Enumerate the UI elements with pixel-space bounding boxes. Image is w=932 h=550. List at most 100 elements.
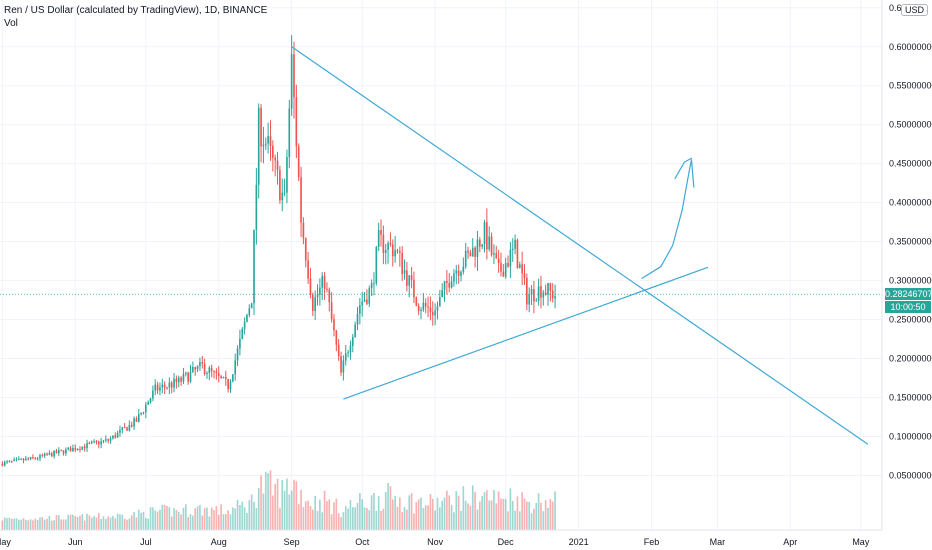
candle-body — [192, 366, 194, 372]
candle-body — [123, 427, 126, 429]
candle-body — [25, 458, 27, 461]
volume-bar — [192, 515, 194, 530]
candle-body — [39, 455, 41, 459]
candle-body — [215, 371, 218, 374]
candle-body — [156, 384, 159, 391]
candle-body — [288, 108, 291, 158]
candle-body — [57, 450, 60, 454]
candle-body — [3, 461, 6, 466]
volume-bar — [549, 498, 552, 530]
candle-body — [8, 460, 11, 462]
candle-body — [246, 314, 248, 322]
candle-body — [27, 458, 30, 460]
candle-body — [486, 222, 488, 250]
candle-body — [283, 192, 286, 194]
candle-body — [243, 321, 246, 329]
volume-bar — [269, 470, 272, 530]
candle-body — [337, 344, 340, 357]
candle-body — [328, 289, 331, 303]
volume-bar — [22, 518, 25, 530]
candle-body — [109, 438, 112, 441]
candle-body — [429, 307, 432, 313]
chart-grid — [0, 0, 882, 530]
volume-bar — [516, 496, 519, 530]
price-axis[interactable]: 0.05000000 0.10000000 0.15000000 0.20000000… — [889, 3, 932, 481]
volume-bar — [65, 519, 67, 530]
volume-bar — [53, 520, 55, 530]
volume-bar — [62, 519, 65, 530]
volume-bar — [436, 497, 439, 530]
volume-bar — [486, 490, 488, 530]
volume-bar — [272, 495, 274, 530]
volume-bar — [391, 499, 394, 530]
candle-body — [401, 252, 404, 274]
volume-bar — [323, 490, 326, 530]
volume-bar — [307, 500, 309, 530]
volume-bar — [69, 514, 72, 530]
volume-bar — [528, 501, 531, 530]
volume-bar — [48, 516, 51, 530]
volume-bar — [441, 500, 443, 530]
candle-body — [227, 378, 229, 390]
candle-body — [497, 258, 500, 264]
volume-bar — [112, 515, 114, 530]
candle-body — [300, 177, 302, 223]
candle-body — [184, 372, 187, 375]
candle-body — [48, 453, 51, 455]
candle-body — [250, 303, 253, 309]
volume-bar — [439, 507, 441, 530]
trend-drawings[interactable] — [291, 46, 869, 445]
candle-body — [239, 338, 241, 349]
time-tick-label: Aug — [211, 537, 227, 547]
volume-bar — [281, 480, 284, 530]
candle-body — [309, 278, 312, 295]
candlestick-series — [1, 35, 556, 467]
volume-bar — [196, 506, 199, 530]
volume-bar — [368, 510, 371, 530]
volume-bar — [518, 511, 521, 530]
candle-body — [90, 441, 93, 444]
volume-bar — [424, 505, 427, 530]
candle-body — [180, 377, 182, 382]
candle-body — [229, 381, 232, 390]
candle-body — [264, 143, 267, 145]
volume-bar — [349, 500, 352, 530]
candle-body — [133, 418, 135, 427]
candle-body — [493, 253, 495, 255]
volume-bar — [406, 509, 408, 530]
candle-body — [344, 353, 347, 361]
volume-bar — [102, 516, 105, 530]
volume-bar — [203, 508, 206, 530]
candle-body — [60, 450, 62, 452]
volume-bar — [420, 497, 422, 530]
volume-bar — [504, 498, 507, 530]
freehand-arrow — [674, 157, 693, 180]
volume-bar — [422, 508, 425, 530]
candle-body — [368, 288, 371, 304]
volume-bar — [163, 504, 166, 530]
candle-body — [413, 279, 415, 298]
candle-body — [354, 324, 356, 337]
volume-bar — [370, 495, 373, 530]
time-axis[interactable]: May Jun Jul Aug Sep Oct Nov Dec 2021 Feb Mar Apr May — [0, 537, 870, 547]
time-tick-label: Jun — [68, 537, 83, 547]
candle-body — [210, 367, 213, 372]
volume-bar — [161, 504, 164, 530]
volume-bar — [152, 507, 154, 530]
currency-badge[interactable]: USD — [900, 4, 928, 16]
candle-body — [530, 289, 533, 295]
volume-bar — [184, 504, 187, 530]
candle-body — [356, 313, 359, 325]
candle-body — [67, 447, 70, 450]
candle-body — [333, 319, 335, 331]
candle-body — [373, 283, 375, 285]
candle-body — [267, 136, 269, 144]
volume-bar — [142, 511, 145, 530]
volume-bar — [551, 501, 554, 530]
candle-body — [314, 297, 316, 311]
volume-bar — [6, 518, 8, 530]
volume-bar — [326, 501, 328, 530]
volume-bar — [60, 519, 62, 530]
price-tick-label: 0.15000000 — [889, 393, 932, 403]
